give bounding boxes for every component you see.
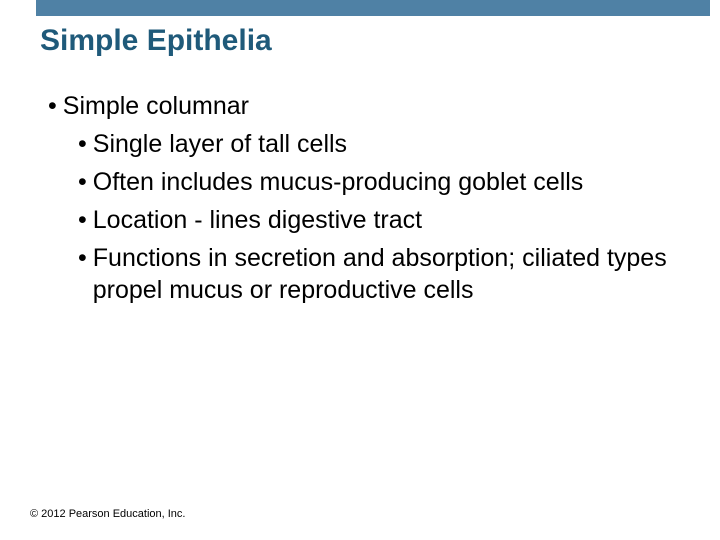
- slide-title: Simple Epithelia: [40, 24, 272, 58]
- bullet-marker: •: [78, 128, 87, 160]
- bullet-text: Simple columnar: [63, 90, 680, 122]
- bullet-text: Location - lines digestive tract: [93, 204, 680, 236]
- slide-body: • Simple columnar • Single layer of tall…: [48, 90, 680, 312]
- bullet-marker: •: [78, 204, 87, 236]
- header-bar: [36, 0, 710, 16]
- bullet-level2: • Single layer of tall cells: [78, 128, 680, 160]
- bullet-level2: • Often includes mucus-producing goblet …: [78, 166, 680, 198]
- bullet-marker: •: [48, 90, 57, 122]
- bullet-marker: •: [78, 242, 87, 274]
- slide: Simple Epithelia • Simple columnar • Sin…: [0, 0, 720, 540]
- bullet-level2: • Location - lines digestive tract: [78, 204, 680, 236]
- bullet-level2: • Functions in secretion and absorption;…: [78, 242, 680, 306]
- bullet-text: Single layer of tall cells: [93, 128, 680, 160]
- bullet-level1: • Simple columnar: [48, 90, 680, 122]
- bullet-level2-group: • Single layer of tall cells • Often inc…: [78, 128, 680, 306]
- bullet-text: Often includes mucus-producing goblet ce…: [93, 166, 680, 198]
- bullet-text: Functions in secretion and absorption; c…: [93, 242, 680, 306]
- copyright-footer: © 2012 Pearson Education, Inc.: [30, 508, 185, 520]
- bullet-marker: •: [78, 166, 87, 198]
